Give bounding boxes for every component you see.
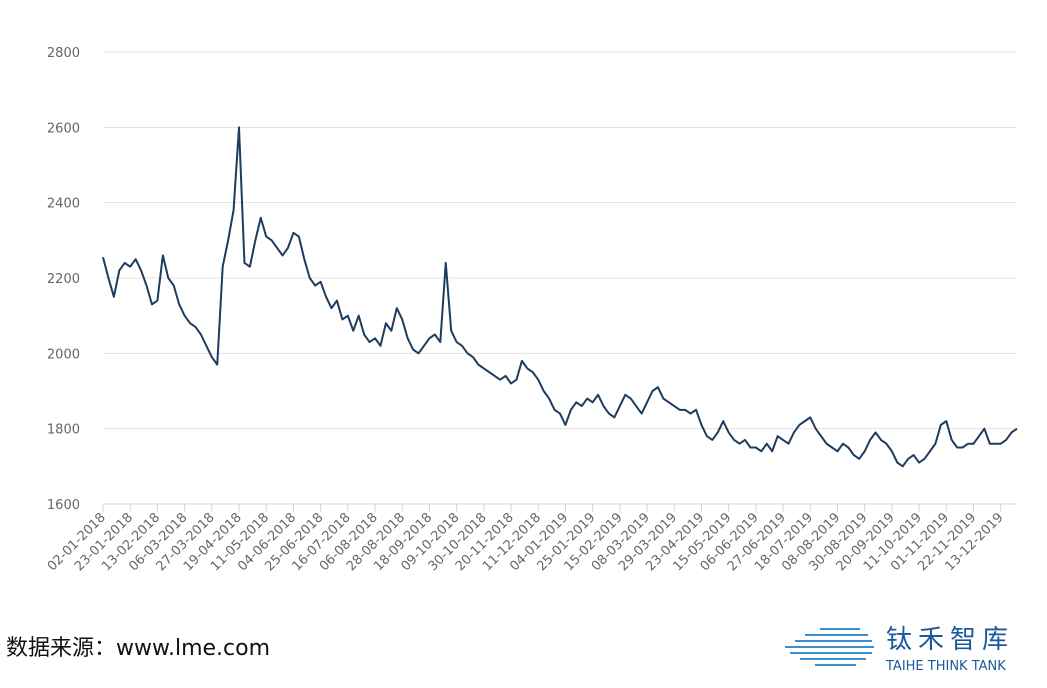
y-tick-label: 1600 bbox=[47, 498, 80, 513]
price-line bbox=[102, 126, 1018, 468]
logo-stripes bbox=[785, 628, 874, 666]
logo-cn: 钛禾智库 bbox=[886, 625, 1014, 655]
y-tick-label: 2200 bbox=[47, 272, 80, 287]
y-tick-label: 2000 bbox=[47, 347, 80, 362]
y-tick-label: 2600 bbox=[47, 121, 80, 136]
y-tick-label: 2400 bbox=[47, 197, 80, 212]
logo-en: TAIHE THINK TANK bbox=[885, 659, 1006, 674]
source-note: 数据来源：www.lme.com bbox=[6, 636, 270, 661]
y-tick-label: 1800 bbox=[47, 423, 80, 438]
y-tick-label: 2800 bbox=[47, 46, 80, 61]
